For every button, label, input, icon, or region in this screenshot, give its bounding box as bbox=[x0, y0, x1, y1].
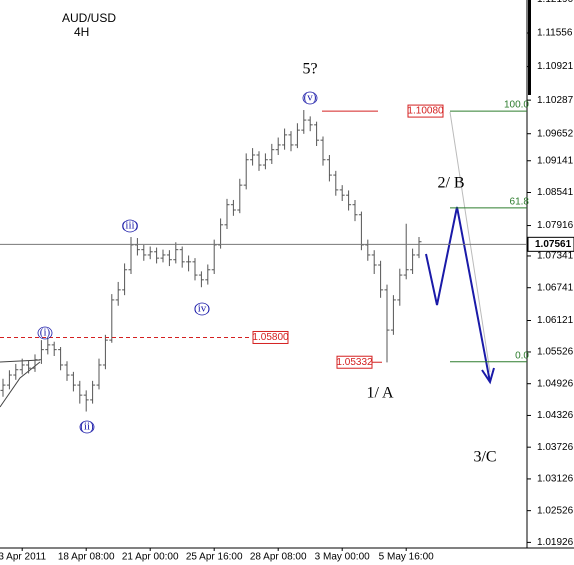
y-tick-label: 1.12190 bbox=[537, 0, 574, 5]
x-tick-label: 18 Apr 08:00 bbox=[58, 552, 115, 563]
wave-label: 3/C bbox=[473, 449, 496, 466]
price-level-box bbox=[252, 330, 289, 344]
wave-label: (iv) bbox=[194, 303, 210, 315]
y-tick-label: 1.04926 bbox=[537, 378, 574, 389]
wave-label: 2/ B bbox=[437, 175, 464, 192]
x-tick-label: 5 May 16:00 bbox=[379, 552, 434, 563]
y-tick-label: 1.07341 bbox=[537, 251, 574, 262]
x-tick-label: 25 Apr 16:00 bbox=[186, 552, 243, 563]
wave-label: 1/ A bbox=[366, 385, 394, 402]
wave-label: (i) bbox=[40, 327, 51, 339]
trend-line bbox=[0, 361, 41, 408]
symbol: AUD/USD bbox=[62, 11, 116, 25]
wave-circle bbox=[37, 326, 53, 340]
x-tick-label: 28 Apr 08:00 bbox=[250, 552, 307, 563]
y-tick-label: 1.02526 bbox=[537, 505, 574, 516]
y-tick-label: 1.10287 bbox=[537, 95, 574, 106]
y-tick-label: 1.11556 bbox=[537, 28, 573, 39]
x-tick-label: 3 Apr 2011 bbox=[0, 552, 46, 563]
wave-label: (v) bbox=[304, 92, 317, 104]
fib-label: 61.8 bbox=[510, 197, 530, 208]
price-level-box bbox=[407, 104, 444, 118]
x-tick-label: 21 Apr 00:00 bbox=[122, 552, 179, 563]
y-tick-label: 1.08541 bbox=[537, 187, 574, 198]
price-level-label: 1.05800 bbox=[252, 332, 289, 343]
wave-label: (ii) bbox=[80, 421, 94, 433]
fib-label: 0.0 bbox=[515, 350, 529, 361]
y-tick-label: 1.06121 bbox=[537, 315, 574, 326]
y-tick-label: 1.04326 bbox=[537, 410, 574, 421]
trend-line bbox=[0, 359, 41, 363]
current-price-label: 1.07561 bbox=[535, 239, 572, 250]
wave-circle bbox=[302, 91, 318, 105]
projection-path bbox=[425, 206, 491, 383]
fib-trend-line bbox=[449, 111, 491, 373]
y-tick-label: 1.03126 bbox=[537, 474, 574, 485]
y-tick-label: 1.09141 bbox=[537, 155, 574, 166]
timeframe: 4H bbox=[74, 25, 89, 39]
y-tick-label: 1.10921 bbox=[537, 61, 574, 72]
y-tick-label: 1.07916 bbox=[537, 220, 574, 231]
price-level-label: 1.05332 bbox=[336, 357, 373, 368]
price-level-box bbox=[336, 355, 373, 369]
wave-circle bbox=[79, 420, 95, 434]
y-tick-label: 1.01926 bbox=[537, 537, 574, 548]
y-tick-label: 1.06741 bbox=[537, 282, 574, 293]
fib-label: 100.0 bbox=[504, 100, 529, 111]
y-tick-label: 1.03726 bbox=[537, 442, 574, 453]
y-tick-label: 1.05526 bbox=[537, 347, 574, 358]
wave-label: 5? bbox=[302, 61, 317, 78]
wave-circle bbox=[122, 219, 138, 233]
price-level-label: 1.10080 bbox=[407, 106, 444, 117]
wave-circle bbox=[194, 302, 210, 316]
current-price-box bbox=[527, 236, 574, 252]
projection-arrow bbox=[481, 367, 495, 385]
wave-label: (iii) bbox=[122, 220, 139, 232]
x-tick-label: 3 May 00:00 bbox=[315, 552, 370, 563]
y-tick-label: 1.09652 bbox=[537, 128, 574, 139]
scroll-bar bbox=[528, 0, 531, 95]
